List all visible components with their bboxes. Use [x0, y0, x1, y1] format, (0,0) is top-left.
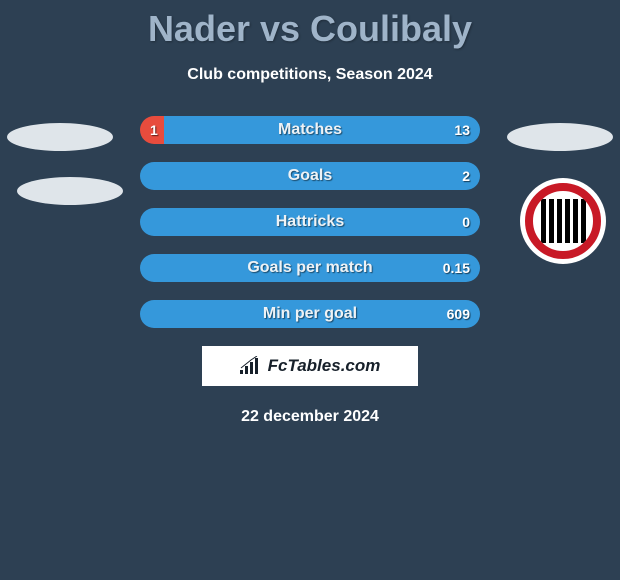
stat-row: 1Matches13: [140, 116, 480, 144]
chart-icon: [240, 356, 262, 376]
player1-avatar-top: [7, 123, 113, 151]
player1-avatar-bottom: [17, 177, 123, 205]
stat-label: Min per goal: [140, 300, 480, 328]
player2-avatar-top: [507, 123, 613, 151]
stat-label: Matches: [140, 116, 480, 144]
stat-label: Goals: [140, 162, 480, 190]
stat-label: Goals per match: [140, 254, 480, 282]
brand-box[interactable]: FcTables.com: [202, 346, 418, 386]
stat-row: Hattricks0: [140, 208, 480, 236]
stat-row: Goals2: [140, 162, 480, 190]
stat-value-right: 2: [462, 162, 470, 190]
stat-label: Hattricks: [140, 208, 480, 236]
stat-value-right: 0.15: [443, 254, 470, 282]
brand-text: FcTables.com: [268, 356, 381, 376]
stat-value-right: 0: [462, 208, 470, 236]
stat-row: Min per goal609: [140, 300, 480, 328]
page-title: Nader vs Coulibaly: [0, 0, 620, 50]
stat-value-right: 609: [447, 300, 470, 328]
date-text: 22 december 2024: [0, 408, 620, 426]
stat-value-right: 13: [454, 116, 470, 144]
club-badge: [520, 178, 606, 264]
stat-row: Goals per match0.15: [140, 254, 480, 282]
page-subtitle: Club competitions, Season 2024: [0, 66, 620, 84]
stats-list: 1Matches13 Goals2 Hattricks0 Goals per matc…: [140, 116, 480, 328]
